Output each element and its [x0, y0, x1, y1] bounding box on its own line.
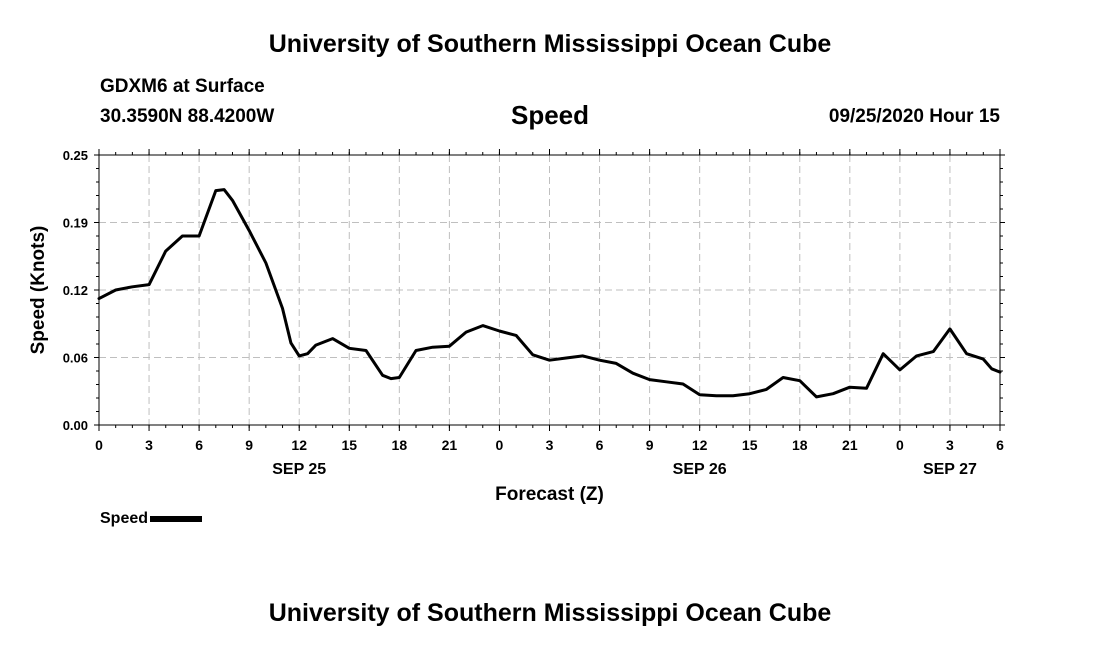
x-tick-label: 9 [646, 437, 654, 453]
footer-title: University of Southern Mississippi Ocean… [268, 599, 832, 627]
x-tick-label: 0 [95, 437, 103, 453]
page-title: University of Southern Mississippi Ocean… [268, 30, 832, 58]
grid [99, 155, 1000, 425]
chart-title: Speed [510, 100, 590, 130]
legend-label: Speed [100, 510, 149, 527]
y-tick-label: 0.25 [63, 148, 88, 163]
x-tick-label: 6 [996, 437, 1004, 453]
station-name: GDXM6 at Surface [100, 76, 265, 97]
x-tick-label: 18 [792, 437, 808, 453]
series-layer [97, 188, 1002, 399]
y-axis-label: Speed (Knots) [28, 226, 49, 355]
x-tick-label: 0 [896, 437, 904, 453]
legend-line-swatch [150, 516, 203, 522]
date-label: SEP 27 [923, 461, 977, 478]
y-tick-label: 0.00 [63, 418, 88, 433]
x-tick-label: 0 [496, 437, 504, 453]
x-tick-label: 12 [692, 437, 708, 453]
y-tick-label: 0.19 [63, 216, 88, 231]
tick-labels: 0.00 0.06 0.12 0.19 0.25 0 3 6 9 12 15 18 21 0 3 6 9 12 15… [63, 148, 1004, 478]
date-label: SEP 26 [673, 461, 727, 478]
plot-frame [98, 154, 1001, 426]
x-tick-label: 3 [145, 437, 153, 453]
x-tick-label: 21 [442, 437, 458, 453]
x-tick-label: 3 [946, 437, 954, 453]
x-tick-label: 12 [291, 437, 307, 453]
x-tick-label: 6 [195, 437, 203, 453]
station-coordinates: 30.3590N 88.4200W [100, 106, 275, 127]
x-tick-label: 3 [546, 437, 554, 453]
date-label: SEP 25 [272, 461, 326, 478]
forecast-run-time: 09/25/2020 Hour 15 [828, 106, 1000, 127]
x-tick-label: 15 [742, 437, 758, 453]
x-tick-label: 6 [596, 437, 604, 453]
y-tick-label: 0.06 [63, 351, 88, 366]
x-axis-label: Forecast (Z) [495, 484, 604, 505]
x-tick-label: 18 [392, 437, 408, 453]
x-tick-label: 21 [842, 437, 858, 453]
legend: Speed [100, 510, 203, 528]
y-tick-label: 0.12 [63, 283, 88, 298]
x-tick-label: 9 [245, 437, 253, 453]
x-tick-label: 15 [341, 437, 357, 453]
series-line-speed [97, 188, 1002, 399]
